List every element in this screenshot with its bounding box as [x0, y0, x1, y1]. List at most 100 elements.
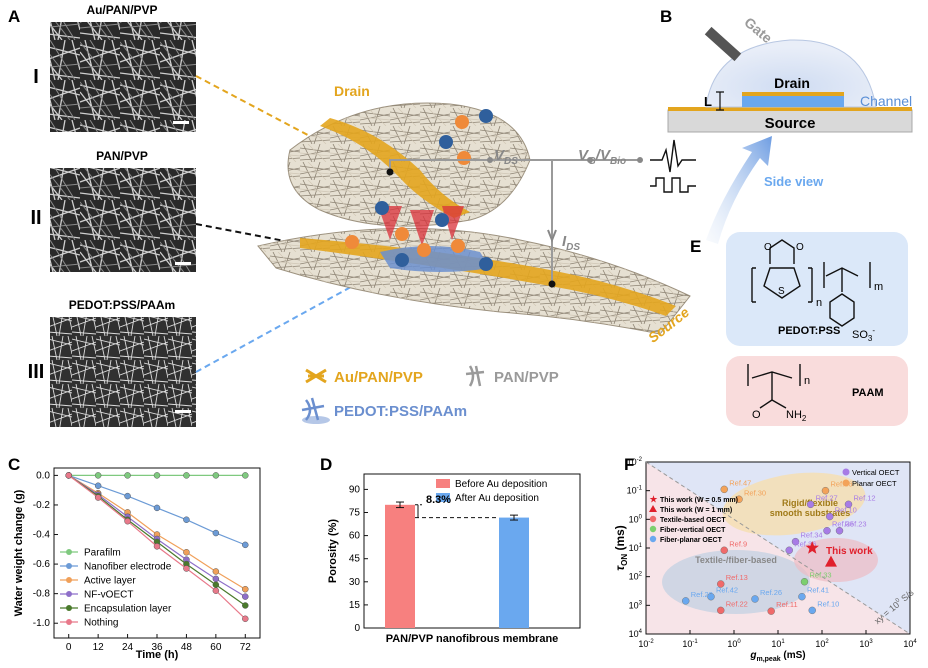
c-legend-marker: [66, 549, 72, 555]
vg-v: V: [578, 147, 590, 164]
side-view-arrow: [706, 136, 772, 244]
paam-n: n: [804, 375, 810, 387]
vg-slash: /: [595, 147, 602, 164]
d-bar: [499, 517, 529, 628]
d-legend-label: Before Au deposition: [455, 479, 547, 490]
c-ytick-label: -0.4: [33, 530, 51, 541]
f-legend-label: Fiber-planar OECT: [660, 537, 723, 544]
anion-marker: [479, 257, 493, 271]
f-ytick-label: 103: [629, 600, 643, 610]
cation-marker: [455, 115, 469, 129]
l-dimension-arrow: [716, 91, 724, 111]
micrograph-2: PAN/PVP II: [30, 149, 196, 272]
device-illustration: Drain Source VDS VG/VBio IDS: [257, 83, 696, 346]
paam-carbonyl: [759, 399, 787, 409]
pss-bracket: [823, 262, 871, 288]
panel-e: E O O S n m SO3- PEDOT:PSS n O NH2 PAAM: [690, 232, 908, 426]
f-legend-label: This work (W = 0.5 mm): [660, 497, 738, 504]
c-legend-label: Parafilm: [84, 548, 121, 559]
paam-nh2: NH2: [786, 409, 807, 423]
f-ytick-label: 102: [629, 572, 643, 582]
channel-layer: [742, 96, 844, 107]
panel-a-letter: A: [8, 7, 20, 26]
f-xtick-base: 10: [859, 639, 869, 649]
textile-region: [662, 550, 810, 614]
f-this-work-star: [805, 541, 819, 554]
d-ytick-label: 0: [354, 623, 360, 634]
f-xtick-label: 102: [815, 639, 829, 649]
f-ref-point: [835, 527, 844, 535]
f-ytick-exp: 1: [639, 543, 643, 549]
f-ytick-base: 10: [627, 457, 637, 467]
c-data-point: [212, 529, 220, 537]
f-ytick-base: 10: [629, 629, 639, 639]
panel-f-legend: Vertical OECT Planar OECT ★ This work (W = …: [649, 468, 900, 544]
c-data-point: [242, 472, 249, 479]
f-ref-point: [821, 486, 830, 495]
f-ref-label: Ref.26: [760, 588, 782, 597]
f-legend-label: Vertical OECT: [852, 468, 900, 477]
legend-au-pan-pvp: Au/PAN/PVP: [334, 369, 423, 386]
pedot-structure: [751, 239, 871, 327]
d-ytick-label: 45: [349, 554, 361, 565]
f-legend-marker: [649, 535, 657, 543]
d-ytick-label: 60: [349, 531, 361, 542]
c-legend-marker: [66, 591, 72, 597]
drain-wire: [389, 159, 640, 172]
l-label: L: [704, 94, 712, 109]
f-ref-point: [720, 485, 728, 494]
panel-c-legend: Parafilm Nanofiber electrode Active layer N…: [60, 548, 172, 629]
anion-marker: [395, 253, 409, 267]
paam-structure: [747, 364, 801, 409]
f-ref-point: [717, 580, 725, 588]
c-data-point: [212, 581, 220, 589]
c-ytick-label: 0.0: [36, 470, 50, 481]
panel-e-letter: E: [690, 237, 701, 256]
ids-arrow: [547, 229, 557, 243]
pedot-bracket: [751, 267, 813, 303]
rigid-label-2: smooth substrates: [770, 508, 851, 518]
c-data-point: [153, 472, 161, 479]
paam-backbone: [751, 371, 793, 400]
f-xtick-base: 10: [638, 639, 648, 649]
pedot-box: [726, 232, 908, 346]
f-ref-label: Ref.27: [816, 493, 838, 502]
f-ref-point: [707, 593, 715, 601]
f-xtick-label: 10-2: [638, 639, 654, 649]
f-legend-marker: [649, 515, 657, 523]
f-ref-label: Ref.30: [744, 488, 766, 497]
c-data-point: [242, 593, 249, 600]
f-ytick-label: 101: [629, 543, 643, 553]
channel-label: Channel: [860, 93, 912, 109]
f-ref-point: [798, 593, 806, 601]
f-ytick-base: 10: [627, 486, 637, 496]
micrograph-3-title: PEDOT:PSS/PAAm: [69, 298, 175, 312]
c-legend-marker: [66, 619, 72, 625]
f-ytick-exp: 3: [639, 600, 643, 606]
f-ref-point: [785, 546, 793, 554]
panel-a: A Au/PAN/PVP I PAN/PVP II PEDOT:PSS/PAAm…: [8, 3, 696, 427]
panel-f-chart: F Rigid/flexible smooth substrates Texti…: [613, 455, 917, 663]
textile-label: Textile-/fiber-based: [695, 555, 777, 565]
electrolyte-dome: [705, 39, 877, 108]
c-data-point: [183, 549, 190, 556]
panel-d-letter: D: [320, 455, 332, 474]
legend-pan-pvp: PAN/PVP: [494, 369, 559, 386]
vds-sub: DS: [504, 156, 518, 167]
dioxy-ring: [769, 239, 795, 264]
scale-bar-2: [175, 262, 191, 265]
panel-f-plot: 10-2 10-1 100 101 102 103 10410-210-1100101102…: [627, 457, 918, 649]
c-xtick-label: 48: [181, 642, 193, 653]
square-wave-icon: [650, 177, 696, 193]
c-data-point: [183, 472, 190, 479]
f-xtick-exp: 3: [869, 639, 873, 645]
c-data-point: [242, 602, 249, 609]
f-this-work-triangle: [824, 555, 837, 567]
f-ytick-base: 10: [629, 543, 639, 553]
panel-f-letter: F: [624, 455, 634, 474]
f-ytick-label: 104: [629, 629, 643, 639]
f-iso-line: [645, 461, 911, 635]
sem-image-2: [50, 168, 196, 272]
f-xtick-base: 10: [815, 639, 825, 649]
